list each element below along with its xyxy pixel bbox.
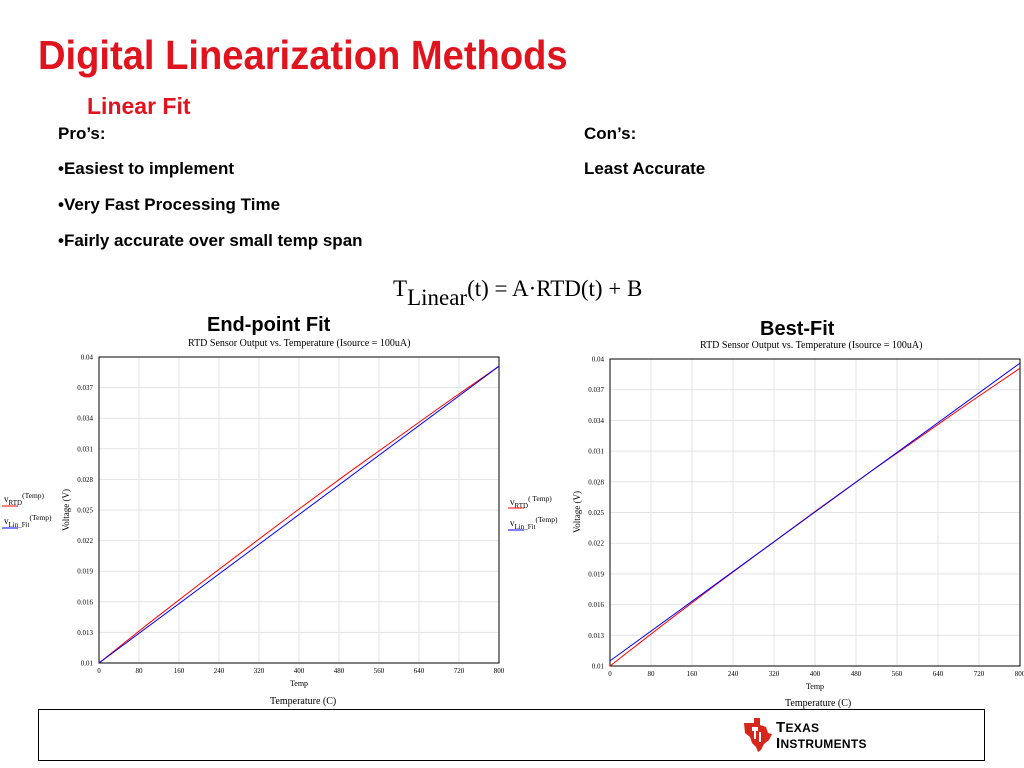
chart2-legend-linfit: vLin_Fit(Temp) <box>510 515 558 531</box>
chart2-x-tick-label: 640 <box>933 670 944 678</box>
chart2-y-tick-label: 0.028 <box>588 478 604 486</box>
chart1-legend-rtd: vRTD(Temp) <box>4 491 45 507</box>
chart1-x-tick-label: 320 <box>254 667 265 675</box>
chart2-y-tick-label: 0.04 <box>592 356 605 364</box>
chart1-x-tick-label: 80 <box>136 667 144 675</box>
chart1-title: RTD Sensor Output vs. Temperature (Isour… <box>188 338 411 349</box>
chart1-x-tick-label: 240 <box>214 667 225 675</box>
chart2-y-tick-label: 0.016 <box>588 601 604 609</box>
chart2-x-tick-label: 560 <box>892 670 903 678</box>
chart1-y-tick-label: 0.04 <box>81 354 94 362</box>
chart1-y-tick-label: 0.022 <box>77 537 93 545</box>
ti-text-line2: INSTRUMENTS <box>776 735 867 752</box>
chart2-caption: Temperature (C) <box>785 698 852 709</box>
pros-item-2: •Very Fast Processing Time <box>58 195 281 214</box>
chart2-x-tick-label: 400 <box>810 670 821 678</box>
chart1-heading: End-point Fit <box>207 314 331 336</box>
linear-formula: TLinear(t) = A·RTD(t) + B <box>393 276 643 310</box>
chart1-y-tick-label: 0.01 <box>81 660 94 668</box>
chart1-series-rtd-line <box>98 365 500 664</box>
chart1-y-tick-label: 0.016 <box>77 598 93 606</box>
chart1-x-tick-label: 480 <box>334 667 345 675</box>
chart2-x-tick-label: 160 <box>687 670 698 678</box>
footer-box <box>38 709 985 761</box>
chart1-y-axis-label: Voltage (V) <box>61 489 71 531</box>
chart2-title: RTD Sensor Output vs. Temperature (Isour… <box>700 340 923 351</box>
chart2-plot-frame <box>609 358 1021 667</box>
chart2-y-tick-label: 0.022 <box>588 540 604 548</box>
chart1-x-tick-label: 720 <box>454 667 465 675</box>
ti-text-line1: TEXAS <box>776 719 820 736</box>
chart1-x-tick-label: 160 <box>174 667 185 675</box>
chart1-x-tick-label: 400 <box>294 667 305 675</box>
pros-heading: Pro’s: <box>58 124 106 143</box>
chart1-legend-linfit: vLin_Fit(Temp) <box>4 513 52 529</box>
chart2-y-tick-label: 0.013 <box>588 632 604 640</box>
pros-item-3: •Fairly accurate over small temp span <box>58 231 363 250</box>
chart2-x-tick-label: 480 <box>851 670 862 678</box>
chart2-x-tick-label: 240 <box>728 670 739 678</box>
cons-item-1: Least Accurate <box>584 159 706 178</box>
slide-subtitle: Linear Fit <box>87 93 191 119</box>
chart1-x-axis-label: Temp <box>290 679 308 688</box>
texas-instruments-logo: TEXAS INSTRUMENTS <box>742 717 872 753</box>
chart1-y-tick-label: 0.028 <box>77 476 93 484</box>
chart2-y-tick-label: 0.034 <box>588 417 604 425</box>
chart1-x-tick-label: 640 <box>414 667 425 675</box>
chart1-y-tick-label: 0.013 <box>77 629 93 637</box>
ti-state-icon <box>744 718 772 752</box>
cons-heading: Con’s: <box>584 124 637 143</box>
chart2-x-tick-label: 320 <box>769 670 780 678</box>
chart1-x-tick-label: 560 <box>374 667 385 675</box>
chart1-series-linfit-line <box>98 365 500 664</box>
pros-item-1: •Easiest to implement <box>58 159 235 178</box>
chart2-y-tick-label: 0.025 <box>588 509 604 517</box>
chart2-series-linfit-line <box>609 362 1021 662</box>
formula-lhs-base: T <box>393 276 408 301</box>
formula-lhs-sub: Linear <box>407 285 468 310</box>
chart1-x-tick-label: 800 <box>494 667 505 675</box>
chart2-x-tick-label: 80 <box>648 670 656 678</box>
chart2-x-tick-label: 720 <box>974 670 985 678</box>
chart2-y-tick-label: 0.019 <box>588 570 604 578</box>
chart1-y-tick-label: 0.031 <box>77 445 93 453</box>
chart2-x-axis-label: Temp <box>806 682 824 691</box>
chart1-y-tick-label: 0.037 <box>77 384 93 392</box>
chart1-plot-frame <box>98 356 500 664</box>
chart2-y-tick-label: 0.01 <box>592 663 605 671</box>
chart2-x-tick-label: 800 <box>1015 670 1024 678</box>
chart1-y-tick-label: 0.025 <box>77 507 93 515</box>
chart2-y-axis-label: Voltage (V) <box>572 491 582 533</box>
chart2-legend-rtd: vRTD( Temp) <box>510 494 552 510</box>
chart2-y-tick-label: 0.037 <box>588 386 604 394</box>
chart1-y-tick-label: 0.019 <box>77 568 93 576</box>
chart2-heading: Best-Fit <box>760 318 835 340</box>
chart1-x-tick-label: 0 <box>97 667 101 675</box>
chart2-x-tick-label: 0 <box>608 670 612 678</box>
chart1-caption: Temperature (C) <box>270 696 337 707</box>
slide-title: Digital Linearization Methods <box>38 32 568 78</box>
chart1-y-tick-label: 0.034 <box>77 415 93 423</box>
chart2-y-tick-label: 0.031 <box>588 448 604 456</box>
formula-rhs: (t) = A·RTD(t) + B <box>467 276 643 301</box>
